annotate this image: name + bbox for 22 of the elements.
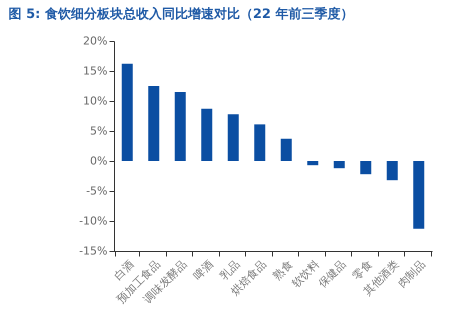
- bar: [280, 138, 292, 161]
- bar: [307, 161, 318, 166]
- bar: [174, 92, 186, 161]
- x-tick-label: 啤酒: [190, 258, 216, 283]
- bar: [413, 161, 424, 229]
- y-tick-label: 10%: [83, 94, 108, 108]
- y-tick-label: 0%: [90, 154, 108, 168]
- bar: [228, 114, 239, 161]
- y-tick-label: 20%: [83, 34, 108, 48]
- bar: [122, 64, 133, 161]
- y-tick-label: -5%: [86, 184, 108, 198]
- y-tick-label: 5%: [90, 124, 108, 138]
- y-tick-label: -10%: [79, 214, 108, 228]
- bar: [360, 161, 372, 174]
- bar: [334, 161, 345, 168]
- bar: [148, 86, 160, 161]
- y-tick-label: -15%: [79, 244, 108, 258]
- bar: [254, 124, 266, 161]
- bar: [386, 161, 398, 180]
- y-tick-label: 15%: [83, 64, 108, 78]
- chart-title: 图 5: 食饮细分板块总收入同比增速对比（22 年前三季度）: [8, 6, 354, 22]
- bar: [201, 108, 212, 161]
